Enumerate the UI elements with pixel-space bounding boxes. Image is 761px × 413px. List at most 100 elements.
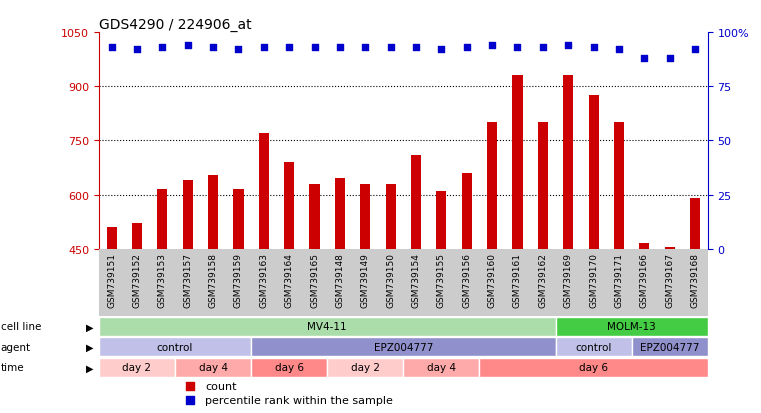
Text: ▶: ▶	[86, 342, 94, 352]
Bar	[208, 176, 218, 249]
Text: control: control	[157, 342, 193, 352]
Bar	[158, 190, 167, 249]
Point	[182, 43, 194, 49]
Point	[308, 45, 320, 52]
Text: GSM739153: GSM739153	[158, 252, 167, 307]
Text: GSM739165: GSM739165	[310, 252, 319, 307]
Text: control: control	[575, 342, 612, 352]
Text: GSM739158: GSM739158	[209, 252, 218, 307]
Point	[511, 45, 524, 52]
Bar	[175, 358, 251, 377]
Text: cell line: cell line	[1, 322, 41, 332]
Bar	[310, 184, 320, 249]
Text: day 6: day 6	[579, 363, 608, 373]
Point	[384, 45, 396, 52]
Bar	[632, 338, 708, 356]
Text: GSM739163: GSM739163	[260, 252, 269, 307]
Bar	[251, 338, 556, 356]
Text: MV4-11: MV4-11	[307, 322, 347, 332]
Text: GSM739170: GSM739170	[589, 252, 598, 307]
Bar	[436, 192, 447, 249]
Point	[102, 383, 114, 390]
Text: GSM739150: GSM739150	[386, 252, 395, 307]
Text: GSM739167: GSM739167	[665, 252, 674, 307]
Bar	[132, 224, 142, 249]
Bar	[99, 317, 556, 336]
Point	[638, 56, 651, 62]
Text: ▶: ▶	[86, 363, 94, 373]
Text: GSM739152: GSM739152	[132, 252, 142, 307]
Point	[664, 56, 676, 62]
Bar	[99, 338, 251, 356]
Bar	[335, 179, 345, 249]
Point	[486, 43, 498, 49]
Bar	[99, 358, 175, 377]
Bar	[614, 123, 624, 249]
Text: day 2: day 2	[351, 363, 380, 373]
Point	[537, 45, 549, 52]
Bar	[386, 184, 396, 249]
Point	[587, 45, 600, 52]
Text: GSM739166: GSM739166	[640, 252, 649, 307]
Text: time: time	[1, 363, 24, 373]
Text: EPZ004777: EPZ004777	[374, 342, 433, 352]
Bar	[360, 184, 371, 249]
Text: GSM739155: GSM739155	[437, 252, 446, 307]
Text: day 4: day 4	[199, 363, 228, 373]
Text: GSM739161: GSM739161	[513, 252, 522, 307]
Text: day 6: day 6	[275, 363, 304, 373]
Bar	[479, 358, 708, 377]
Bar	[259, 134, 269, 249]
Bar	[462, 173, 472, 249]
Text: GSM739154: GSM739154	[412, 252, 421, 307]
Bar	[234, 190, 244, 249]
Bar	[556, 317, 708, 336]
Text: day 4: day 4	[427, 363, 456, 373]
Bar	[107, 228, 116, 249]
Bar	[487, 123, 497, 249]
Text: GSM739169: GSM739169	[564, 252, 573, 307]
Text: GSM739159: GSM739159	[234, 252, 243, 307]
Text: percentile rank within the sample: percentile rank within the sample	[205, 395, 393, 405]
Text: GSM739164: GSM739164	[285, 252, 294, 307]
Text: GSM739156: GSM739156	[462, 252, 471, 307]
Text: ▶: ▶	[86, 322, 94, 332]
Point	[207, 45, 219, 52]
Point	[131, 47, 143, 54]
Bar	[664, 247, 675, 249]
Text: EPZ004777: EPZ004777	[640, 342, 699, 352]
Bar	[588, 96, 599, 249]
Point	[283, 45, 295, 52]
Bar	[403, 358, 479, 377]
Bar	[538, 123, 548, 249]
Bar	[563, 76, 573, 249]
Text: day 2: day 2	[123, 363, 151, 373]
Point	[334, 45, 346, 52]
Text: MOLM-13: MOLM-13	[607, 322, 656, 332]
Bar	[183, 181, 193, 249]
Point	[562, 43, 575, 49]
Text: count: count	[205, 381, 237, 392]
Point	[258, 45, 270, 52]
Text: agent: agent	[1, 342, 31, 352]
Bar	[411, 156, 421, 249]
Text: GDS4290 / 224906_at: GDS4290 / 224906_at	[99, 18, 252, 32]
Text: GSM739162: GSM739162	[538, 252, 547, 307]
Point	[689, 47, 701, 54]
Point	[232, 47, 244, 54]
Text: GSM739168: GSM739168	[690, 252, 699, 307]
Point	[359, 45, 371, 52]
Text: GSM739149: GSM739149	[361, 252, 370, 307]
Point	[435, 47, 447, 54]
Point	[106, 45, 118, 52]
Text: GSM739148: GSM739148	[336, 252, 345, 307]
Text: GSM739151: GSM739151	[107, 252, 116, 307]
Bar	[512, 76, 523, 249]
Bar	[639, 244, 649, 249]
Bar	[327, 358, 403, 377]
Point	[410, 45, 422, 52]
Point	[102, 397, 114, 404]
Text: GSM739171: GSM739171	[614, 252, 623, 307]
Point	[460, 45, 473, 52]
Bar	[690, 199, 700, 249]
